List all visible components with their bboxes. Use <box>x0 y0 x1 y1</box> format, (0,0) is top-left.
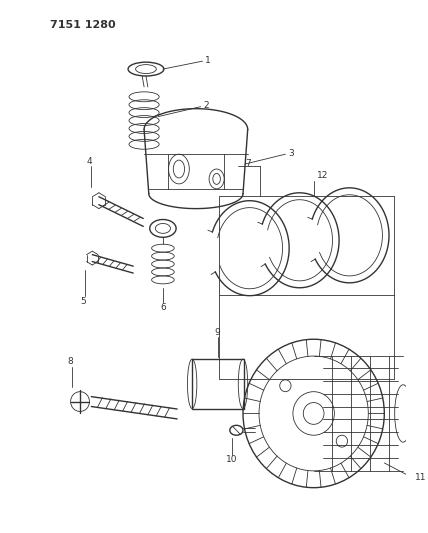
Text: 5: 5 <box>80 297 86 306</box>
Text: 7: 7 <box>245 159 251 167</box>
Text: 9: 9 <box>215 328 220 337</box>
Text: 2: 2 <box>203 101 209 110</box>
Text: 10: 10 <box>226 456 238 464</box>
Text: 3: 3 <box>288 149 294 158</box>
Text: 8: 8 <box>68 358 74 367</box>
Text: 7151 1280: 7151 1280 <box>50 20 116 29</box>
Text: 4: 4 <box>86 157 92 166</box>
Text: 1: 1 <box>205 55 211 64</box>
Text: 11: 11 <box>416 473 427 482</box>
Text: 6: 6 <box>160 303 166 312</box>
Bar <box>192 359 244 408</box>
Text: 12: 12 <box>316 172 328 181</box>
